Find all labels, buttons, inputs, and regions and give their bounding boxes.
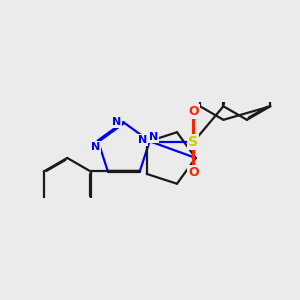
- Text: O: O: [188, 166, 199, 179]
- Text: S: S: [188, 135, 198, 149]
- Text: O: O: [188, 105, 199, 118]
- Text: N: N: [149, 133, 158, 142]
- Text: N: N: [138, 135, 148, 145]
- Text: N: N: [112, 118, 122, 128]
- Text: N: N: [91, 142, 101, 152]
